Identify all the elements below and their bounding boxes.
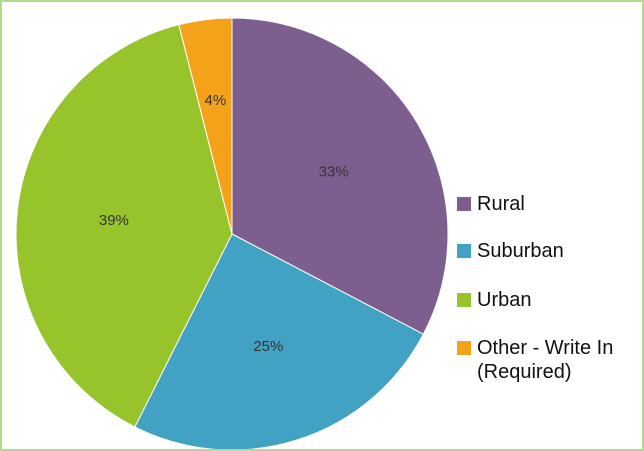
pie-slice: [15, 24, 233, 428]
pie-slice: [178, 17, 233, 235]
pie-slice: [231, 17, 449, 335]
legend-label: Suburban: [477, 240, 564, 262]
legend-item: Suburban: [457, 239, 642, 263]
legend-item: Other - Write In (Required): [457, 336, 642, 384]
legend-label: Rural: [477, 193, 525, 215]
legend-swatch: [457, 244, 471, 258]
data-label: 25%: [253, 338, 283, 355]
legend-item: Rural: [457, 192, 642, 216]
data-label: 33%: [319, 163, 349, 180]
data-label: 4%: [205, 92, 227, 109]
legend-label: Urban: [477, 289, 532, 311]
legend-item: Urban: [457, 288, 642, 312]
legend-swatch: [457, 293, 471, 307]
legend-swatch: [457, 197, 471, 211]
legend-swatch: [457, 341, 471, 355]
legend-label: Other - Write In (Required): [477, 337, 614, 383]
data-label: 39%: [99, 212, 129, 229]
pie-slice: [134, 233, 425, 449]
